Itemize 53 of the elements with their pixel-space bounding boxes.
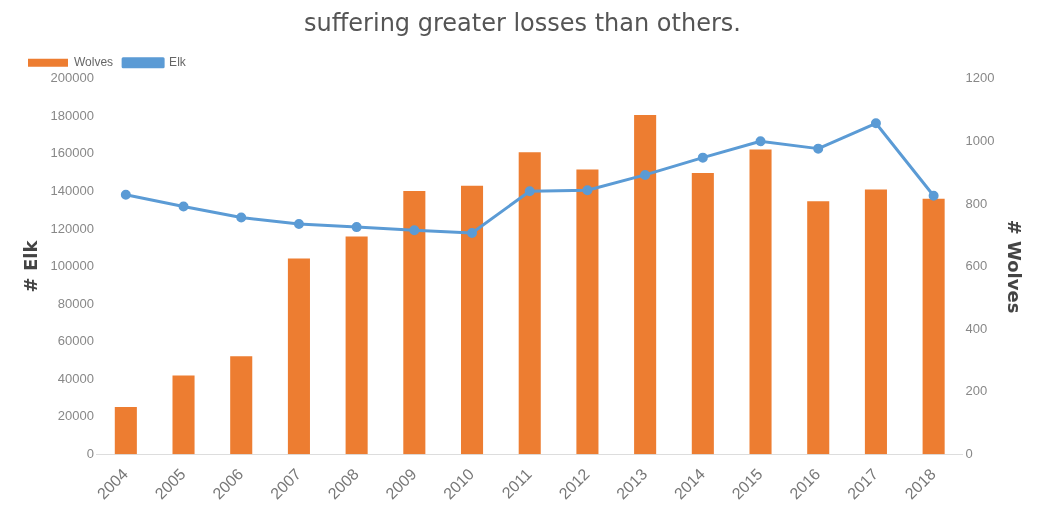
y2-tick-label: 800 <box>965 195 988 211</box>
point <box>582 185 593 196</box>
point <box>697 152 708 163</box>
bar <box>807 201 830 455</box>
point <box>351 222 362 233</box>
y-tick-label: 80000 <box>57 295 94 311</box>
bar <box>749 149 772 455</box>
y-tick-label: 140000 <box>50 183 94 199</box>
bar <box>518 152 541 455</box>
bar <box>114 407 137 455</box>
y2-tick-label: 400 <box>965 320 988 336</box>
y2-tick-label: 1000 <box>965 132 995 148</box>
bar <box>172 375 195 455</box>
point <box>813 143 824 154</box>
y-tick-label: 180000 <box>50 107 94 123</box>
y-tick-label: 20000 <box>57 408 94 424</box>
point <box>409 225 420 236</box>
legend-label: Wolves <box>74 55 114 70</box>
bar <box>287 258 310 455</box>
bar <box>922 198 945 455</box>
y-tick-label: 160000 <box>50 145 94 161</box>
bar <box>634 115 657 455</box>
bar <box>403 191 426 455</box>
point <box>524 186 535 197</box>
y2-tick-label: 600 <box>965 258 988 274</box>
point <box>870 118 881 129</box>
y-axis-title: # Elk <box>20 239 42 293</box>
point <box>640 169 651 180</box>
point <box>236 212 247 223</box>
chart-title: suffering greater losses than others. <box>304 8 741 37</box>
y2-tick-label: 0 <box>965 445 973 461</box>
legend-label: Elk <box>169 55 187 70</box>
bar <box>691 172 714 455</box>
point <box>467 227 478 238</box>
y2-tick-label: 200 <box>965 383 988 399</box>
y-tick-label: 200000 <box>50 70 94 86</box>
point <box>755 136 766 147</box>
point <box>120 189 131 200</box>
y-tick-label: 100000 <box>50 258 94 274</box>
y2-axis-title: # Wolves <box>1003 219 1025 314</box>
bar <box>576 169 599 455</box>
point <box>928 190 939 201</box>
y-tick-label: 0 <box>86 445 94 461</box>
point <box>178 201 189 212</box>
y-tick-label: 40000 <box>57 370 94 386</box>
point <box>293 218 304 229</box>
y2-tick-label: 1200 <box>965 70 995 86</box>
y-tick-label: 120000 <box>50 220 94 236</box>
bar <box>864 189 887 455</box>
bar <box>230 356 253 455</box>
bar <box>461 185 484 455</box>
y-tick-label: 60000 <box>57 333 94 349</box>
bar <box>345 236 368 455</box>
